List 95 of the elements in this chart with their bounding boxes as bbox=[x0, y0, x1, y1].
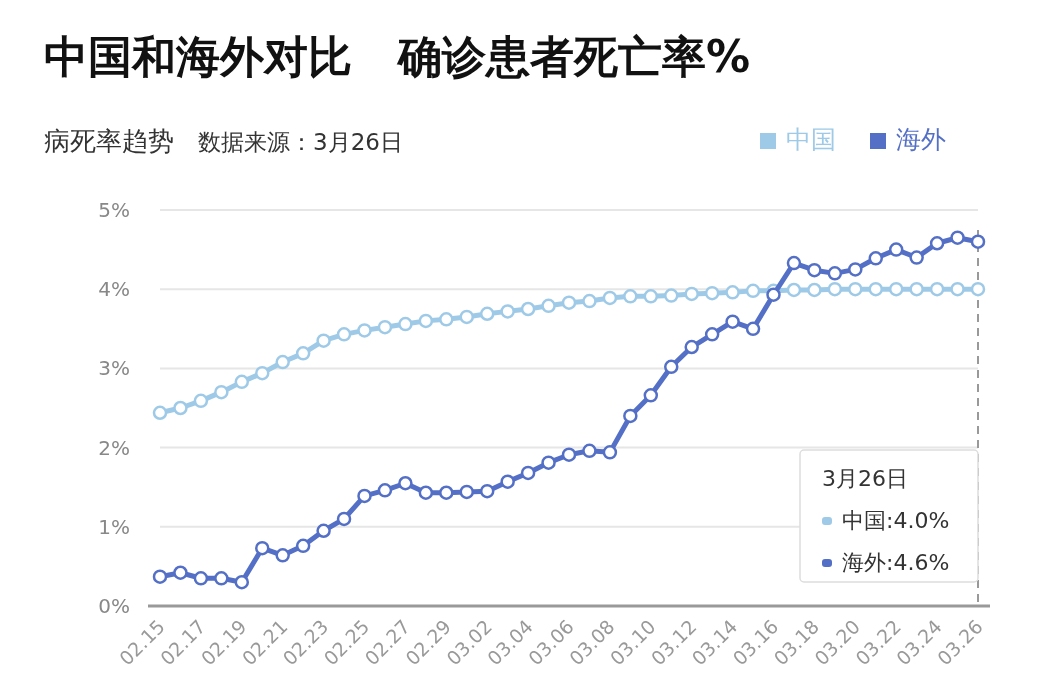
y-tick-label: 2% bbox=[98, 435, 130, 460]
point bbox=[234, 374, 250, 390]
point bbox=[357, 323, 372, 338]
point bbox=[786, 255, 802, 271]
point bbox=[377, 483, 393, 498]
point bbox=[152, 569, 168, 584]
point bbox=[439, 485, 454, 500]
point bbox=[602, 290, 618, 306]
point bbox=[929, 281, 945, 297]
point bbox=[275, 548, 290, 563]
point bbox=[725, 285, 740, 300]
point bbox=[479, 306, 495, 321]
point bbox=[623, 408, 638, 424]
source-note: 数据来源：3月26日 bbox=[198, 129, 403, 155]
point bbox=[807, 262, 822, 278]
point bbox=[848, 281, 863, 297]
point bbox=[255, 540, 270, 556]
point bbox=[725, 314, 740, 329]
point bbox=[214, 384, 229, 400]
point bbox=[561, 295, 577, 310]
point bbox=[500, 304, 515, 319]
point bbox=[664, 288, 679, 303]
point bbox=[520, 301, 536, 317]
point bbox=[459, 309, 474, 325]
point bbox=[316, 523, 331, 539]
point bbox=[970, 234, 986, 249]
point bbox=[950, 281, 965, 297]
point bbox=[643, 289, 659, 304]
point bbox=[888, 242, 904, 257]
y-tick-label: 0% bbox=[98, 594, 130, 618]
point bbox=[623, 289, 638, 304]
point bbox=[418, 485, 434, 500]
point bbox=[643, 388, 659, 403]
point bbox=[786, 282, 802, 298]
point bbox=[827, 281, 843, 297]
point bbox=[868, 251, 883, 266]
annotation: 海外:4.6% bbox=[842, 550, 950, 575]
point bbox=[357, 488, 372, 504]
point bbox=[807, 282, 822, 298]
y-tick-label: 1% bbox=[98, 514, 130, 539]
chart-subtitle: 病死率趋势 bbox=[44, 126, 174, 156]
point bbox=[827, 266, 843, 281]
point bbox=[500, 474, 515, 489]
point bbox=[398, 316, 413, 332]
annotation: 3月26日 bbox=[822, 466, 908, 491]
point bbox=[479, 483, 495, 499]
point bbox=[582, 443, 597, 459]
point bbox=[418, 313, 434, 329]
point bbox=[377, 319, 393, 335]
point bbox=[336, 327, 352, 342]
legend-label: 中国 bbox=[786, 125, 836, 154]
point bbox=[316, 333, 331, 348]
point bbox=[439, 312, 454, 327]
point bbox=[541, 455, 556, 470]
point bbox=[561, 447, 577, 462]
point bbox=[602, 445, 618, 460]
point bbox=[745, 321, 761, 337]
point bbox=[255, 365, 270, 381]
point bbox=[173, 400, 188, 416]
point bbox=[398, 475, 413, 491]
point bbox=[336, 511, 352, 527]
point bbox=[193, 571, 209, 586]
point bbox=[704, 327, 720, 342]
chart-title: 中国和海外对比 确诊患者死亡率% bbox=[44, 31, 751, 82]
y-tick-label: 3% bbox=[98, 356, 130, 381]
point bbox=[234, 574, 250, 590]
point bbox=[684, 286, 699, 302]
point bbox=[664, 359, 679, 375]
y-tick-label: 5% bbox=[98, 198, 130, 222]
point bbox=[214, 571, 229, 586]
point bbox=[684, 339, 699, 355]
point bbox=[582, 293, 597, 309]
point bbox=[909, 281, 924, 297]
annotation: 中国:4.0% bbox=[842, 508, 950, 533]
point bbox=[909, 250, 924, 265]
point bbox=[459, 484, 474, 500]
point bbox=[848, 262, 863, 277]
y-tick-label: 4% bbox=[98, 277, 130, 302]
point bbox=[704, 285, 720, 301]
point bbox=[541, 298, 556, 314]
point bbox=[173, 565, 188, 580]
point bbox=[970, 281, 986, 297]
point bbox=[868, 281, 883, 297]
point bbox=[745, 283, 761, 299]
point bbox=[929, 236, 945, 251]
legend-label: 海外 bbox=[896, 125, 946, 154]
point bbox=[193, 393, 209, 409]
point bbox=[295, 346, 311, 361]
point bbox=[520, 465, 536, 481]
point bbox=[766, 287, 781, 302]
point bbox=[152, 405, 168, 420]
point bbox=[295, 538, 311, 554]
point bbox=[888, 281, 904, 297]
point bbox=[275, 354, 290, 370]
point bbox=[950, 230, 965, 245]
